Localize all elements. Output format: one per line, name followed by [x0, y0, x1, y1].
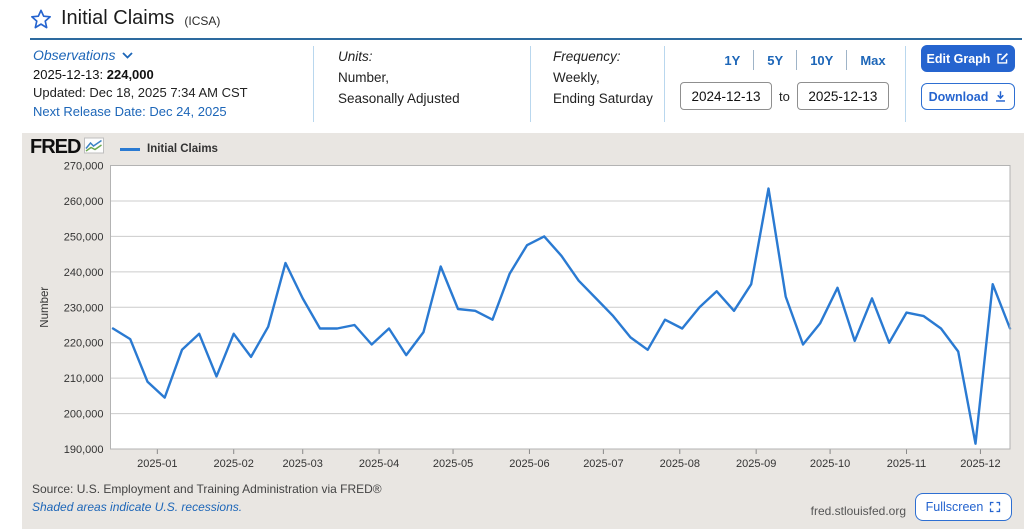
fullscreen-button[interactable]: Fullscreen — [915, 493, 1012, 521]
initial-claims-line — [111, 187, 1012, 445]
line-chart-plot[interactable]: 270,000 260,000 250,000 240,000 230,000 220,0… — [40, 160, 1024, 482]
frequency-label: Frequency: — [553, 49, 621, 64]
fred-chart-glyph-icon — [84, 137, 105, 154]
y-tick-label: 240,000 — [64, 267, 104, 279]
edit-graph-button[interactable]: Edit Graph — [921, 45, 1015, 72]
latest-observation: 2025-12-13: 224,000 — [33, 66, 248, 85]
units-line1: Number, — [338, 70, 390, 85]
y-axis-title: Number — [40, 287, 51, 328]
chart-panel: FRED Initial Claims 270,000 260,000 250,00… — [22, 133, 1024, 529]
x-tick-label: 2025-11 — [887, 458, 927, 470]
source-text: Source: U.S. Employment and Training Adm… — [32, 482, 382, 496]
y-tick-label: 230,000 — [64, 302, 104, 314]
date-range-controls: to — [680, 82, 889, 110]
y-tick-label: 200,000 — [64, 409, 104, 421]
fullscreen-corners-icon — [990, 501, 1001, 513]
favorite-star-icon[interactable] — [30, 8, 52, 30]
divider — [753, 50, 755, 70]
x-tick-label: 2025-12 — [960, 458, 1000, 470]
frequency-line2: Ending Saturday — [553, 91, 653, 106]
header-divider — [30, 38, 1022, 40]
divider — [313, 46, 314, 122]
x-tick-label: 2025-04 — [359, 458, 399, 470]
divider — [530, 46, 531, 122]
observations-label: Observations — [33, 47, 116, 63]
range-1y[interactable]: 1Y — [724, 52, 741, 68]
divider — [846, 50, 848, 70]
y-tick-label: 250,000 — [64, 231, 104, 243]
page-title: Initial Claims — [61, 7, 175, 29]
range-max[interactable]: Max — [860, 52, 886, 68]
units-column: Units: Number, Seasonally Adjusted — [338, 46, 460, 109]
fullscreen-label: Fullscreen — [925, 500, 984, 514]
to-label: to — [779, 88, 790, 104]
download-button[interactable]: Download — [921, 83, 1015, 110]
series-ticker: (ICSA) — [184, 13, 221, 28]
y-tick-label: 260,000 — [64, 196, 104, 208]
y-tick-label: 210,000 — [64, 373, 104, 385]
plot-border — [110, 165, 1011, 450]
fred-logo-text: FRED — [30, 136, 81, 158]
updated-timestamp: Updated: Dec 18, 2025 7:34 AM CST — [33, 85, 248, 100]
divider — [664, 46, 665, 122]
y-tick-label: 270,000 — [64, 161, 104, 173]
x-tick-label: 2025-05 — [433, 458, 473, 470]
series-meta-bar: Observations 2025-12-13: 224,000 Updated… — [30, 44, 1022, 128]
x-tick-label: 2025-03 — [283, 458, 323, 470]
edit-graph-label: Edit Graph — [926, 51, 991, 66]
units-label: Units: — [338, 49, 373, 64]
x-tick-label: 2025-10 — [810, 458, 850, 470]
edit-pencil-icon — [997, 52, 1009, 64]
chart-legend: Initial Claims — [120, 143, 218, 155]
recessions-note-link[interactable]: Shaded areas indicate U.S. recessions. — [32, 500, 243, 514]
latest-value: 224,000 — [106, 66, 154, 82]
date-from-input[interactable] — [680, 82, 772, 110]
x-tick-label: 2025-01 — [137, 458, 177, 470]
y-tick-label: 190,000 — [64, 444, 104, 456]
date-to-input[interactable] — [796, 82, 889, 110]
next-release-link[interactable]: Next Release Date: Dec 24, 2025 — [33, 103, 227, 119]
units-line2: Seasonally Adjusted — [338, 91, 460, 106]
x-tick-label: 2025-06 — [509, 458, 549, 470]
site-url: fred.stlouisfed.org — [810, 504, 906, 518]
y-tick-label: 220,000 — [64, 338, 104, 350]
download-label: Download — [928, 89, 989, 104]
chevron-down-icon — [122, 52, 134, 59]
frequency-column: Frequency: Weekly, Ending Saturday — [553, 46, 653, 109]
latest-date: 2025-12-13: — [33, 66, 104, 82]
divider — [796, 50, 798, 70]
observations-column: Observations 2025-12-13: 224,000 Updated… — [33, 46, 248, 121]
range-selector: 1Y 5Y 10Y Max — [685, 50, 925, 70]
x-tick-label: 2025-02 — [214, 458, 254, 470]
download-icon — [996, 91, 1006, 102]
frequency-line1: Weekly, — [553, 70, 600, 85]
fred-logo[interactable]: FRED — [30, 136, 105, 158]
range-10y[interactable]: 10Y — [810, 52, 834, 68]
range-5y[interactable]: 5Y — [767, 52, 784, 68]
x-tick-label: 2025-09 — [736, 458, 776, 470]
x-tick-label: 2025-08 — [660, 458, 700, 470]
x-tick-label: 2025-07 — [583, 458, 623, 470]
divider — [905, 46, 906, 122]
legend-label: Initial Claims — [147, 143, 218, 155]
page-header: Initial Claims (ICSA) — [30, 7, 220, 30]
legend-line-swatch — [120, 147, 140, 151]
observations-dropdown[interactable]: Observations — [33, 46, 134, 65]
